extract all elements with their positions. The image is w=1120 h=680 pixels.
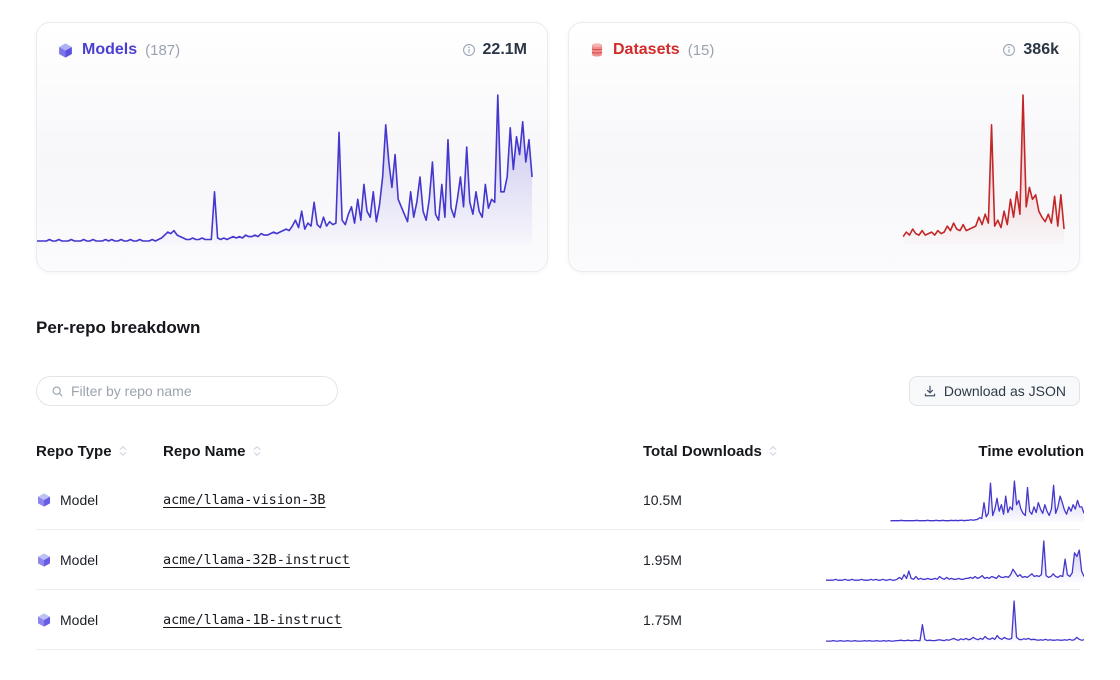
models-total-downloads: 22.1M: [482, 41, 527, 58]
cube-icon: [36, 612, 52, 628]
column-header-time-evolution: Time evolution: [978, 442, 1084, 460]
repo-type-cell: Model: [36, 552, 163, 568]
cube-icon: [57, 42, 74, 59]
repo-name-cell: acme/llama-32B-instruct: [163, 551, 643, 569]
section-title: Per-repo breakdown: [36, 318, 201, 337]
download-json-label: Download as JSON: [943, 383, 1066, 399]
column-header-repo-name[interactable]: Repo Name: [163, 443, 643, 460]
models-card-header: Models (187) 22.1M: [37, 23, 547, 59]
per-repo-section: Per-repo breakdown Download as JSON: [36, 318, 1084, 650]
table-row: Model acme/llama-1B-instruct 1.75M: [36, 590, 1084, 650]
models-card-count: (187): [145, 41, 181, 59]
downloads-cell: 10.5M: [643, 491, 682, 508]
sort-icon: [768, 445, 778, 457]
sort-icon: [252, 445, 262, 457]
sort-icon: [118, 445, 128, 457]
summary-cards: Models (187) 22.1M: [36, 22, 1080, 272]
datasets-total-downloads: 386k: [1023, 41, 1059, 58]
repo-name-link[interactable]: acme/llama-vision-3B: [163, 491, 326, 508]
datasets-card: Datasets (15) 386k: [568, 22, 1080, 272]
datasets-downloads-chart: [902, 94, 1065, 244]
cube-icon: [36, 492, 52, 508]
table-row: Model acme/llama-32B-instruct 1.95M: [36, 530, 1084, 590]
download-json-button[interactable]: Download as JSON: [908, 376, 1080, 406]
info-icon[interactable]: [462, 43, 476, 57]
repo-name-link[interactable]: acme/llama-32B-instruct: [163, 551, 350, 568]
models-card-title: Models: [82, 41, 138, 58]
dashboard-page: Models (187) 22.1M: [36, 22, 1084, 650]
datasets-chart-area: [569, 87, 1079, 271]
repo-name-link[interactable]: acme/llama-1B-instruct: [163, 611, 342, 628]
database-icon: [589, 42, 605, 58]
datasets-card-title: Datasets: [613, 41, 680, 58]
models-downloads-chart: [37, 94, 533, 244]
table-row: Model acme/llama-vision-3B 10.5M: [36, 470, 1084, 530]
table-controls: Download as JSON: [36, 376, 1080, 406]
repo-name-cell: acme/llama-1B-instruct: [163, 611, 643, 629]
download-icon: [923, 384, 937, 398]
repo-sparkline: [826, 538, 1084, 586]
repo-table-header: Repo Type Repo Name Total Downloads: [36, 440, 1084, 462]
repo-name-cell: acme/llama-vision-3B: [163, 491, 643, 509]
repo-filter[interactable]: [36, 376, 338, 406]
repo-type-cell: Model: [36, 492, 163, 508]
column-header-repo-type[interactable]: Repo Type: [36, 443, 163, 460]
repo-table: Repo Type Repo Name Total Downloads: [36, 440, 1084, 650]
info-icon[interactable]: [1002, 43, 1016, 57]
cube-icon: [36, 552, 52, 568]
repo-type-cell: Model: [36, 612, 163, 628]
repo-filter-input[interactable]: [71, 383, 323, 399]
repo-sparkline: [826, 478, 1084, 526]
search-icon: [51, 385, 64, 398]
datasets-card-count: (15): [687, 41, 715, 59]
downloads-cell: 1.95M: [643, 551, 682, 568]
models-card: Models (187) 22.1M: [36, 22, 548, 272]
downloads-cell: 1.75M: [643, 611, 682, 628]
models-chart-area: [37, 87, 547, 271]
column-header-total-downloads[interactable]: Total Downloads: [643, 443, 826, 460]
repo-sparkline: [826, 598, 1084, 646]
datasets-card-header: Datasets (15) 386k: [569, 23, 1079, 59]
